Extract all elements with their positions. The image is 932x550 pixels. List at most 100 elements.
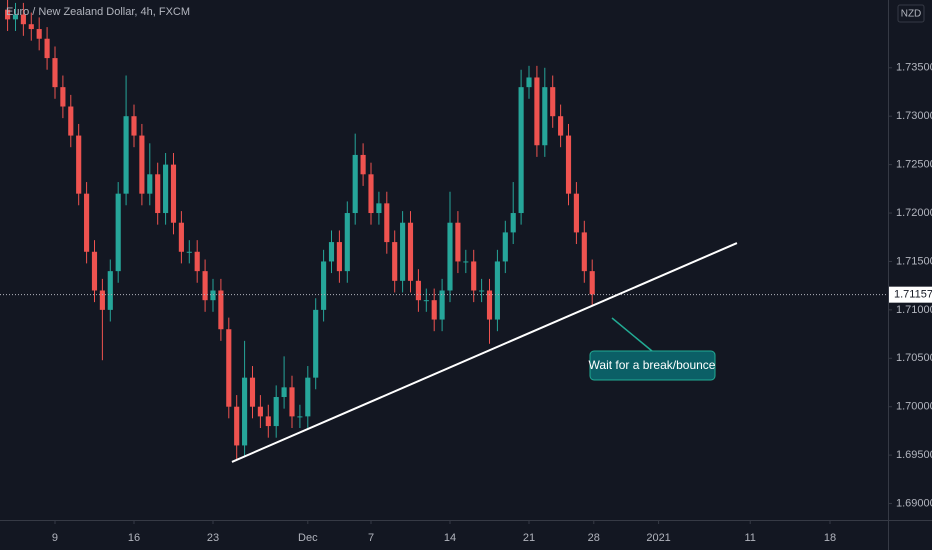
candle-body [565,135,572,194]
candle-body [336,242,342,272]
callout-pointer [611,317,653,352]
candle-body [84,193,90,252]
x-tick-label: 14 [444,532,456,544]
candle-body [273,397,279,427]
candle-body [431,300,437,320]
candle-body [210,290,216,301]
candle-body [115,193,121,272]
currency-badge [897,4,925,23]
candle-body [155,174,161,214]
candle-body [589,271,595,295]
candle-body [28,24,34,30]
candle-body [281,387,287,398]
candle-body [99,290,105,310]
y-tick-label: 1.69500 [896,449,932,461]
x-tick-label: 11 [745,532,756,544]
candle-body [526,77,532,88]
candle-body [234,406,240,446]
last-price-label: 1.71157 [894,289,932,301]
x-tick-label: 23 [207,532,219,544]
x-tick-label: 7 [368,532,374,544]
candle-body [573,193,579,233]
y-tick-label: 1.70000 [896,401,932,413]
candle-body [534,77,540,146]
candle-body [242,377,248,446]
candle-body [486,290,493,320]
x-tick-label: 16 [128,532,140,544]
candle-body [218,290,224,330]
candle-body [581,232,587,272]
candle-body [415,280,421,301]
callout-box [589,350,716,381]
candle-body [384,203,390,243]
y-tick-label: 1.73000 [896,110,932,122]
candle-body [194,251,200,272]
candle-body [36,29,42,39]
candle-body [494,261,500,320]
candle-body [400,222,406,281]
candle-body [392,242,398,281]
candle-body [313,309,319,378]
last-price-badge [889,286,932,303]
candle-body [68,106,74,136]
candle-body [257,406,263,417]
candle-body [12,14,19,20]
candle-body [107,271,113,310]
candle-body [60,87,66,107]
candle-body [542,87,548,146]
callout-text: Wait for a break/bounce [589,358,716,372]
candle-body [186,251,192,253]
y-tick-label: 1.72500 [896,159,932,171]
candle-body [139,135,145,194]
y-tick-label: 1.69000 [896,497,932,509]
candle-body [439,290,445,320]
candle-body [447,222,453,291]
candle-body [297,416,303,418]
candle-body [360,154,366,175]
x-tick-label: 28 [588,532,600,544]
candle-body [76,135,82,194]
candle-body [407,222,414,281]
candle-body [321,261,327,310]
candle-body [558,116,564,136]
candle-body [131,116,137,136]
y-tick-label: 1.70500 [896,352,932,364]
x-tick-label: 18 [824,532,836,544]
candle-body [249,377,256,407]
candle-body [44,38,50,59]
y-tick-label: 1.73500 [896,62,932,74]
candle-body [289,387,295,417]
candle-body [123,116,129,194]
candle-body [5,9,11,20]
candle-body [479,290,485,292]
candle-body [376,203,382,214]
y-tick-label: 1.71000 [896,304,932,316]
candle-body [471,261,477,291]
candle-body [502,232,508,262]
candle-body [455,222,461,262]
chart-title: Euro / New Zealand Dollar, 4h, FXCM [6,6,190,18]
x-tick-label: Dec [298,532,318,544]
candle-body [368,174,374,214]
candle-body [147,174,153,194]
currency-label: NZD [901,9,922,20]
y-tick-label: 1.71500 [896,255,932,267]
candle-body [170,164,177,223]
candle-body [91,251,98,291]
candle-body [328,242,335,262]
candle-body [510,213,516,233]
candle-body [352,154,358,214]
candle-body [163,164,169,214]
y-tick-label: 1.72000 [896,207,932,219]
plot-area [0,0,888,463]
candle-body [518,87,524,214]
candle-body [178,222,184,252]
candle-body [20,14,26,25]
trendline [231,242,738,463]
candle-body [423,300,429,302]
x-tick-label: 21 [523,532,535,544]
x-tick-label: 2021 [646,532,670,544]
candle-body [463,261,469,263]
